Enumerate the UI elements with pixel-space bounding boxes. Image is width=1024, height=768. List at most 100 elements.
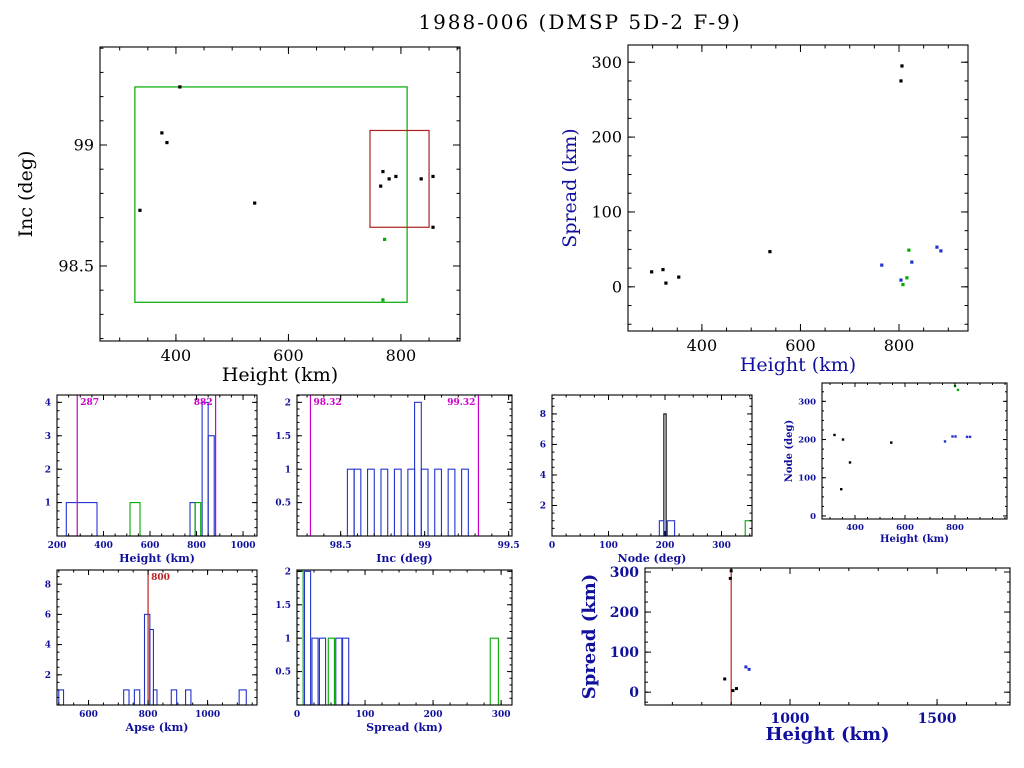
data-point — [178, 85, 182, 89]
chart-text: 1.5 — [275, 432, 291, 442]
data-point — [907, 248, 911, 252]
chart-text: 98.5 — [330, 541, 352, 551]
data-points-objects-green — [381, 237, 387, 302]
data-point — [431, 174, 435, 179]
chart-text: 1500 — [918, 711, 957, 727]
data-point — [968, 435, 972, 439]
plot-box — [627, 44, 969, 332]
plot-inc-vs-height: 400 600 800 98.5 99 Height (km) Inc (deg) — [15, 46, 461, 386]
data-point — [840, 488, 843, 491]
hist-bin — [194, 502, 202, 537]
chart-text: 600 — [273, 346, 304, 365]
data-point — [890, 441, 893, 444]
data-point — [723, 677, 727, 681]
data-point — [419, 177, 423, 181]
hist-bin — [407, 468, 416, 537]
chart-text: 800 — [151, 573, 170, 583]
chart-text: 600 — [141, 541, 160, 551]
hist-bin — [133, 689, 141, 706]
chart-text: 300 — [712, 541, 731, 551]
plot-hist-apse: 800 600 800 1000 2 4 6 8 Apse (km) — [45, 569, 258, 734]
chart-text: 600 — [785, 336, 816, 355]
plot-box — [56, 569, 258, 706]
chart-text: 99 — [418, 541, 431, 551]
data-point — [899, 278, 903, 282]
axis-ticks — [100, 47, 460, 341]
plot-box — [296, 394, 513, 537]
chart-text: 800 — [884, 336, 915, 355]
data-point — [664, 281, 668, 285]
data-point — [951, 435, 954, 438]
data-point — [138, 208, 142, 212]
data-point — [381, 170, 385, 174]
plot-spread-vs-height: 400 600 800 0 100 200 300 Height (km) Spread (km… — [559, 44, 969, 376]
chart-text: 1000 — [195, 710, 220, 720]
data-point — [900, 64, 904, 68]
plot-box — [296, 569, 513, 706]
data-point — [954, 435, 957, 438]
data-point — [768, 250, 772, 254]
chart-text: 1 — [285, 634, 291, 644]
data-point — [901, 282, 905, 287]
data-point — [661, 268, 665, 272]
chart-text: Height (km) — [880, 534, 949, 545]
data-points-objects-black — [833, 433, 893, 491]
data-points-objects-blue — [943, 435, 972, 443]
hist-bin — [380, 468, 389, 537]
hist-bin — [327, 637, 335, 706]
hist-bin — [238, 689, 247, 706]
data-points-objects-green — [901, 248, 911, 287]
data-point — [841, 438, 845, 441]
chart-text: 98.32 — [313, 398, 341, 408]
axis-ticks — [645, 568, 1010, 705]
axis-ticks — [551, 395, 752, 537]
hist-bin — [366, 468, 375, 537]
data-point — [165, 140, 169, 145]
hist-bin — [311, 637, 319, 706]
data-point — [939, 249, 943, 253]
chart-text: Height (km) — [222, 364, 338, 386]
chart-text: 882 — [194, 398, 213, 408]
hist-bin — [65, 502, 98, 537]
plot-hist-spread: 0 100 200 300 0.5 1 1.5 2 Spread (km) — [275, 567, 513, 734]
data-point — [747, 667, 751, 671]
chart-text: 0 — [612, 277, 622, 296]
chart-text: 1000 — [771, 711, 810, 727]
data-point — [833, 433, 836, 437]
hist-bin — [434, 468, 443, 537]
plot-box — [551, 394, 753, 537]
chart-text: Spread (km) — [559, 128, 581, 247]
plot-hist-node: 0 100 200 300 2 4 6 8 Node (deg) — [540, 394, 753, 565]
chart-text: Apse (km) — [125, 721, 189, 734]
green-bound-box — [134, 86, 408, 303]
hist-bin — [420, 468, 429, 537]
plot-hist-height: 287 882 200 400 600 800 1000 1 2 3 4 Height (km) — [45, 394, 258, 565]
hist-bin — [303, 570, 312, 706]
chart-text: 800 — [386, 346, 417, 365]
hist-bin — [346, 468, 355, 537]
hist-bin — [152, 689, 158, 706]
hist-bin — [335, 637, 343, 706]
data-point — [848, 461, 852, 464]
chart-text: 4 — [540, 471, 546, 481]
chart-text: 200 — [424, 710, 443, 720]
chart-text: 600 — [896, 523, 914, 533]
plot-box — [99, 46, 461, 342]
hist-bin — [143, 613, 151, 706]
chart-text: 100 — [599, 541, 618, 551]
chart-text: 8 — [45, 580, 51, 590]
chart-text: 800 — [946, 523, 964, 533]
axis-ticks — [297, 395, 512, 537]
hist-bin — [123, 689, 130, 706]
chart-text: 1 — [285, 465, 291, 475]
axis-ticks — [627, 45, 968, 331]
chart-text: Height (km) — [119, 552, 195, 565]
chart-text: 99.32 — [447, 398, 475, 408]
chart-text: 300 — [610, 565, 639, 581]
plot-box — [644, 567, 1011, 706]
chart-text: Node (deg) — [618, 552, 687, 565]
data-point — [383, 237, 387, 241]
chart-text: 6 — [45, 611, 51, 621]
